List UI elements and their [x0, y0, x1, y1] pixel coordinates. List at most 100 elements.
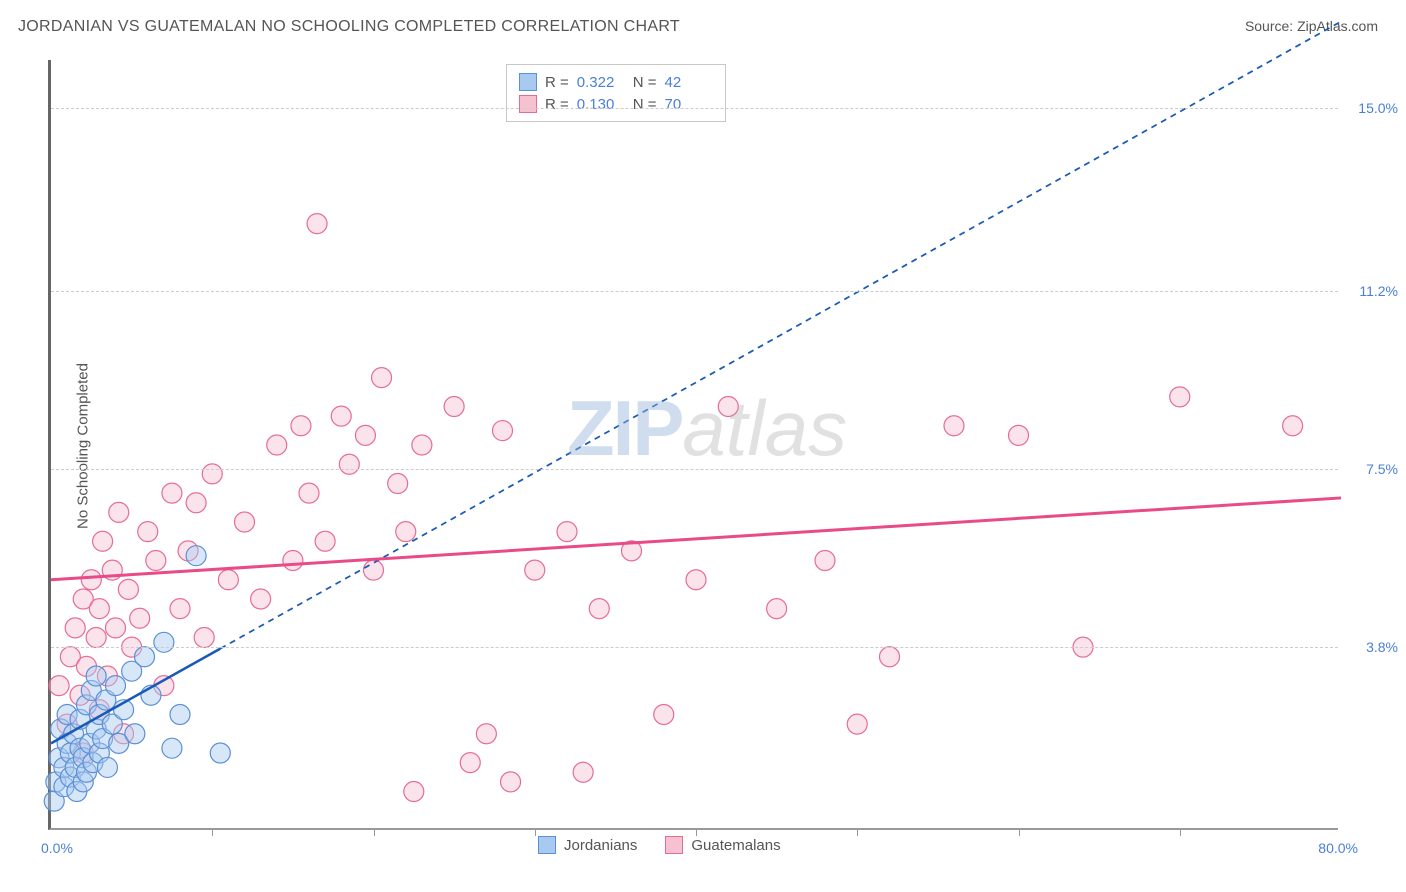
- data-point: [815, 551, 835, 571]
- x-tick: [696, 828, 697, 836]
- series-legend: Jordanians Guatemalans: [538, 836, 781, 854]
- data-point: [146, 551, 166, 571]
- data-point: [493, 421, 513, 441]
- source-name: ZipAtlas.com: [1297, 18, 1378, 34]
- data-point: [89, 599, 109, 619]
- data-point: [109, 502, 129, 522]
- data-point: [1170, 387, 1190, 407]
- data-point: [291, 416, 311, 436]
- data-point: [106, 618, 126, 638]
- gridline: [51, 108, 1338, 109]
- data-point: [573, 762, 593, 782]
- data-point: [86, 628, 106, 648]
- series-swatch: [519, 95, 537, 113]
- data-point: [202, 464, 222, 484]
- data-point: [339, 454, 359, 474]
- n-label: N =: [633, 74, 657, 91]
- stats-row: R = 0.322 N = 42: [519, 71, 713, 93]
- series-swatch: [519, 73, 537, 91]
- data-point: [654, 705, 674, 725]
- x-tick: [1180, 828, 1181, 836]
- legend-swatch: [538, 836, 556, 854]
- data-point: [718, 397, 738, 417]
- data-point: [315, 531, 335, 551]
- data-point: [65, 618, 85, 638]
- data-point: [331, 406, 351, 426]
- data-point: [767, 599, 787, 619]
- x-axis-max-label: 80.0%: [1318, 840, 1358, 856]
- data-point: [396, 522, 416, 542]
- data-point: [194, 628, 214, 648]
- y-tick-label: 7.5%: [1366, 461, 1398, 477]
- x-tick: [212, 828, 213, 836]
- n-value: 70: [665, 96, 713, 113]
- n-label: N =: [633, 96, 657, 113]
- x-tick: [535, 828, 536, 836]
- r-label: R =: [545, 96, 569, 113]
- data-point: [162, 738, 182, 758]
- legend-label: Guatemalans: [691, 837, 780, 854]
- data-point: [138, 522, 158, 542]
- data-point: [412, 435, 432, 455]
- legend-item: Guatemalans: [665, 836, 780, 854]
- x-tick: [374, 828, 375, 836]
- data-point: [135, 647, 155, 667]
- data-point: [525, 560, 545, 580]
- data-point: [557, 522, 577, 542]
- data-point: [1009, 425, 1029, 445]
- data-point: [235, 512, 255, 532]
- data-point: [283, 551, 303, 571]
- y-tick-label: 3.8%: [1366, 639, 1398, 655]
- n-value: 42: [665, 74, 713, 91]
- source-attribution: Source: ZipAtlas.com: [1245, 18, 1378, 34]
- data-point: [154, 632, 174, 652]
- data-point: [251, 589, 271, 609]
- data-point: [388, 474, 408, 494]
- legend-swatch: [665, 836, 683, 854]
- data-point: [186, 546, 206, 566]
- data-point: [847, 714, 867, 734]
- chart-title: JORDANIAN VS GUATEMALAN NO SCHOOLING COM…: [18, 18, 680, 36]
- data-point: [686, 570, 706, 590]
- data-point: [944, 416, 964, 436]
- data-point: [86, 666, 106, 686]
- data-point: [97, 757, 117, 777]
- data-point: [130, 608, 150, 628]
- data-point: [118, 579, 138, 599]
- trend-line-solid: [51, 498, 1341, 580]
- data-point: [93, 531, 113, 551]
- data-point: [170, 599, 190, 619]
- gridline: [51, 291, 1338, 292]
- y-tick-label: 15.0%: [1358, 100, 1398, 116]
- data-point: [267, 435, 287, 455]
- plot-area: ZIPatlas R =0.322N =42R =0.130N =70 0.0%…: [48, 60, 1338, 830]
- data-point: [1283, 416, 1303, 436]
- r-value: 0.322: [577, 74, 625, 91]
- gridline: [51, 647, 1338, 648]
- data-point: [218, 570, 238, 590]
- data-point: [364, 560, 384, 580]
- data-point: [589, 599, 609, 619]
- source-label: Source:: [1245, 18, 1297, 34]
- data-point: [186, 493, 206, 513]
- data-point: [460, 753, 480, 773]
- x-tick: [857, 828, 858, 836]
- chart-container: JORDANIAN VS GUATEMALAN NO SCHOOLING COM…: [0, 0, 1406, 892]
- stats-row: R =0.130N =70: [519, 93, 713, 115]
- r-label: R =: [545, 74, 569, 91]
- data-point: [307, 214, 327, 234]
- data-point: [355, 425, 375, 445]
- data-point: [372, 368, 392, 388]
- data-point: [81, 570, 101, 590]
- data-point: [404, 782, 424, 802]
- data-point: [125, 724, 145, 744]
- correlation-stats-box: R =0.322N =42R =0.130N =70: [506, 64, 726, 122]
- data-point: [444, 397, 464, 417]
- data-point: [106, 676, 126, 696]
- legend-item: Jordanians: [538, 836, 637, 854]
- x-tick: [1019, 828, 1020, 836]
- trend-line-dashed: [220, 22, 1341, 649]
- y-tick-label: 11.2%: [1359, 283, 1398, 299]
- data-point: [476, 724, 496, 744]
- data-point: [299, 483, 319, 503]
